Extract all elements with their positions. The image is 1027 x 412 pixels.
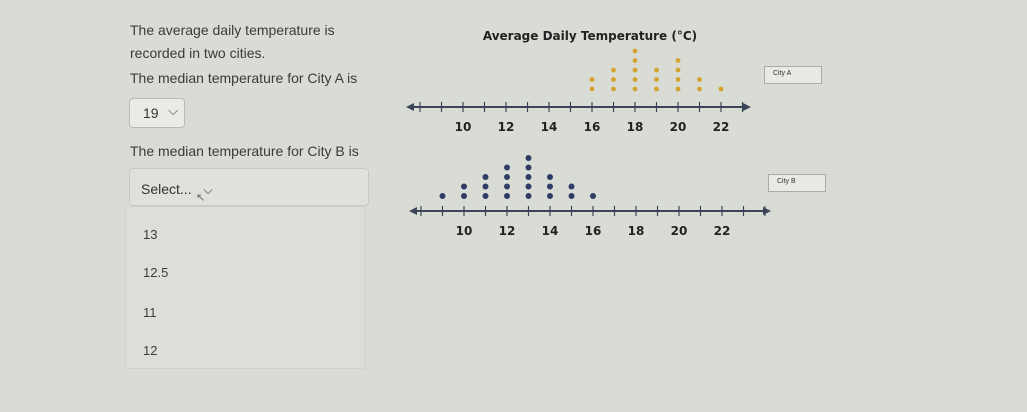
data-dot — [568, 183, 575, 190]
option-13[interactable]: 13 — [143, 227, 158, 242]
tick-label: 22 — [714, 224, 731, 238]
axis-arrow-right-icon — [763, 207, 771, 215]
data-dot — [547, 193, 553, 199]
prompt-city-a: The median temperature for City A is — [130, 70, 358, 86]
data-dot — [504, 174, 510, 180]
axis-arrow-left-icon — [406, 103, 414, 111]
data-dot — [590, 193, 596, 199]
data-dot — [504, 193, 510, 199]
data-dot — [697, 77, 702, 82]
data-dot — [632, 86, 638, 92]
data-dot — [461, 183, 467, 190]
data-dot — [525, 164, 532, 171]
data-dot — [504, 164, 510, 171]
data-dot — [632, 58, 638, 63]
tick-label: 16 — [585, 224, 602, 238]
data-dot — [568, 193, 575, 199]
mouse-cursor-icon: ↖ — [196, 192, 206, 204]
data-dot — [547, 183, 553, 190]
data-dot — [654, 77, 659, 82]
data-dot — [632, 48, 638, 54]
tick-label: 20 — [670, 120, 687, 134]
dot-plot-city-b: 10 12 14 16 18 20 22 — [409, 155, 771, 238]
tick-label: 22 — [713, 120, 730, 134]
question-line-2: recorded in two cities. — [130, 45, 266, 61]
data-dot — [632, 77, 638, 82]
data-dot — [439, 193, 446, 199]
axis-arrow-right-icon — [743, 103, 751, 111]
data-dot — [611, 67, 616, 73]
city-a-median-select[interactable]: 19 ⌵ — [129, 98, 185, 128]
tick-label: 10 — [455, 120, 472, 134]
data-dot — [632, 67, 638, 73]
chevron-down-icon: ⌵ — [203, 183, 213, 197]
data-dot — [482, 174, 489, 180]
tick-label: 20 — [671, 224, 688, 238]
data-dot — [461, 193, 467, 199]
data-dot — [675, 77, 681, 82]
legend-city-a: City A — [764, 66, 822, 84]
data-dot — [697, 86, 702, 92]
option-11[interactable]: 11 — [143, 305, 157, 320]
data-dot — [718, 86, 724, 92]
select-placeholder: Select... — [141, 181, 192, 197]
tick-label: 18 — [627, 120, 644, 134]
question-line-1: The average daily temperature is — [130, 22, 335, 38]
data-dot — [547, 174, 553, 180]
data-dot — [675, 67, 681, 73]
tick-label: 10 — [456, 224, 473, 238]
tick-label: 12 — [498, 120, 515, 134]
data-dot — [525, 193, 532, 199]
tick-label: 14 — [541, 120, 558, 134]
chevron-down-icon: ⌵ — [168, 103, 178, 118]
tick-label: 14 — [542, 224, 559, 238]
data-dot — [675, 58, 681, 63]
data-dot — [611, 77, 616, 82]
selected-value: 19 — [143, 105, 159, 121]
data-dot — [525, 183, 532, 190]
dropdown-menu: 13 12.5 11 12 — [125, 206, 365, 369]
tick-label: 18 — [628, 224, 645, 238]
city-b-median-select[interactable]: Select... ⌵ ↖ — [129, 168, 369, 206]
data-dot — [482, 193, 489, 199]
tick-label: 12 — [499, 224, 516, 238]
data-dot — [525, 155, 532, 161]
data-dot — [589, 77, 595, 82]
tick-label: 16 — [584, 120, 601, 134]
data-dot — [504, 183, 510, 190]
dot-plot-city-a: 10 12 14 16 18 20 22 — [406, 48, 751, 134]
legend-city-b: City B — [768, 174, 826, 192]
prompt-city-b: The median temperature for City B is — [130, 143, 359, 159]
chart-title: Average Daily Temperature (°C) — [483, 29, 697, 43]
option-12[interactable]: 12 — [143, 343, 158, 358]
data-dot — [525, 174, 532, 180]
data-dot — [675, 86, 681, 92]
data-dot — [611, 86, 616, 92]
data-dot — [482, 183, 489, 190]
data-dot — [654, 86, 659, 92]
data-dot — [589, 86, 595, 92]
axis-arrow-left-icon — [409, 207, 417, 215]
data-dot — [654, 67, 659, 73]
option-12-5[interactable]: 12.5 — [143, 265, 169, 280]
